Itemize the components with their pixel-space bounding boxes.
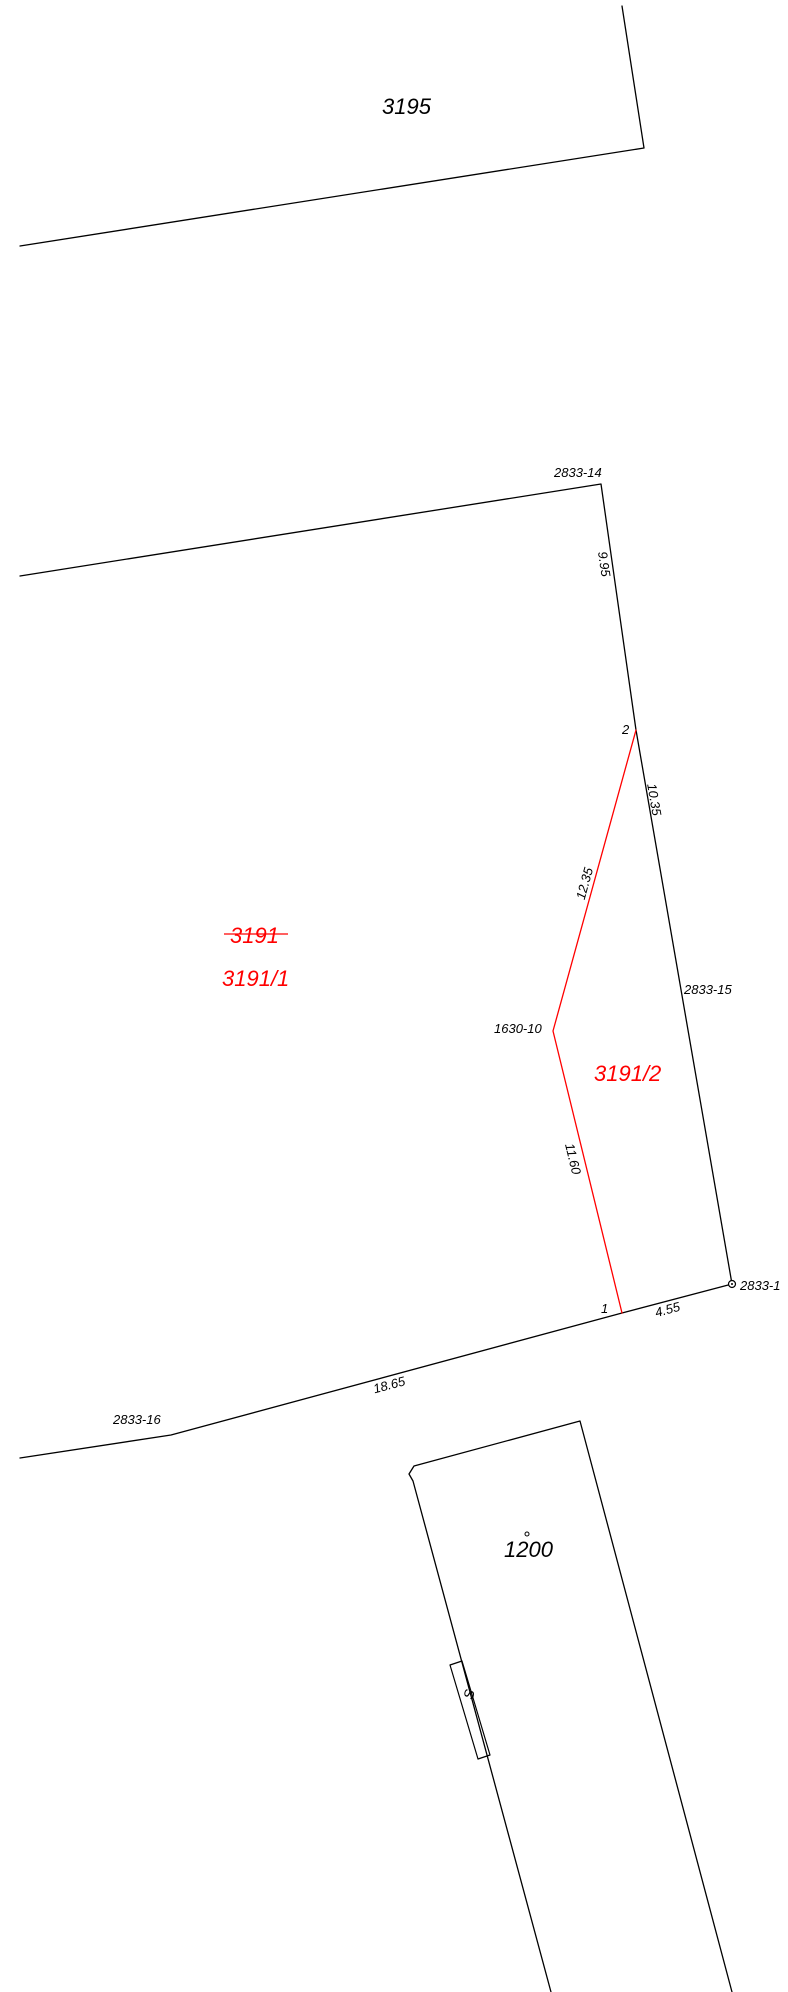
parcel-3191-boundary (19, 483, 733, 1459)
measurement-10-35: 10.35 (644, 782, 664, 817)
parcel-1200-marker-icon (524, 1531, 530, 1537)
measurement-12-35: 12.35 (573, 865, 596, 901)
point-label-2833-15: 2833-15 (683, 982, 732, 997)
building-outline (408, 1420, 733, 1992)
point-label-2833-1x: 2833-1 (739, 1278, 780, 1293)
measurement-4-55: 4.55 (653, 1299, 682, 1320)
point-label-2: 2 (621, 722, 630, 737)
parcel-1200-label: 1200 (504, 1537, 554, 1562)
parcel-3195-boundary (19, 5, 645, 247)
measurement-9-95: 9.95 (595, 550, 614, 578)
survey-point-circle-icon (727, 1279, 737, 1289)
point-label-2833-16: 2833-16 (112, 1412, 161, 1427)
point-label-2833-14: 2833-14 (553, 465, 602, 480)
building-annex (449, 1660, 491, 1760)
point-label-1630-10: 1630-10 (494, 1021, 542, 1036)
measurement-18-65: 18.65 (371, 1373, 407, 1396)
new-boundary-line (552, 729, 637, 1314)
parcel-3191-2-label: 3191/2 (594, 1061, 661, 1086)
point-label-1: 1 (601, 1301, 608, 1316)
measurement-11-60: 11.60 (562, 1142, 584, 1177)
parcel-3191-old-label: 3191 (230, 923, 279, 948)
parcel-3191-1-label: 3191/1 (222, 966, 289, 991)
parcel-3195-label: 3195 (382, 94, 432, 119)
